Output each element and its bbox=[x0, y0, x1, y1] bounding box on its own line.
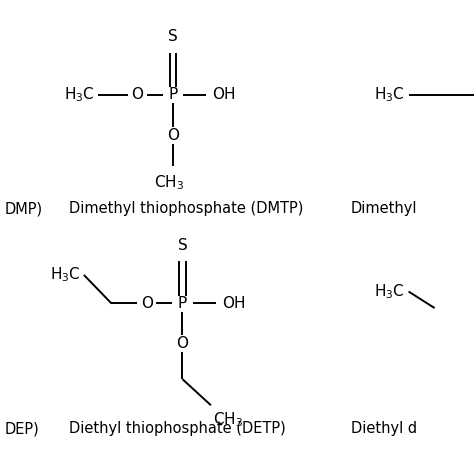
Text: H$_3$C: H$_3$C bbox=[374, 85, 405, 104]
Text: OH: OH bbox=[222, 296, 246, 311]
Text: O: O bbox=[141, 296, 153, 311]
Text: OH: OH bbox=[212, 87, 236, 102]
Text: Dimethyl thiophosphate (DMTP): Dimethyl thiophosphate (DMTP) bbox=[69, 201, 303, 216]
Text: O: O bbox=[167, 128, 179, 143]
Text: O: O bbox=[131, 87, 144, 102]
Text: CH$_3$: CH$_3$ bbox=[213, 410, 244, 428]
Text: P: P bbox=[168, 87, 178, 102]
Text: P: P bbox=[178, 296, 187, 311]
Text: Diethyl thiophosphate (DETP): Diethyl thiophosphate (DETP) bbox=[69, 421, 285, 437]
Text: H$_3$C: H$_3$C bbox=[374, 282, 405, 301]
Text: H$_3$C: H$_3$C bbox=[50, 265, 81, 284]
Text: CH$_3$: CH$_3$ bbox=[154, 173, 184, 191]
Text: O: O bbox=[176, 336, 189, 351]
Text: DEP): DEP) bbox=[5, 421, 39, 437]
Text: H$_3$C: H$_3$C bbox=[64, 85, 95, 104]
Text: DMP): DMP) bbox=[5, 201, 43, 216]
Text: Diethyl d: Diethyl d bbox=[351, 421, 417, 437]
Text: S: S bbox=[178, 237, 187, 253]
Text: S: S bbox=[168, 29, 178, 44]
Text: Dimethyl: Dimethyl bbox=[351, 201, 417, 216]
